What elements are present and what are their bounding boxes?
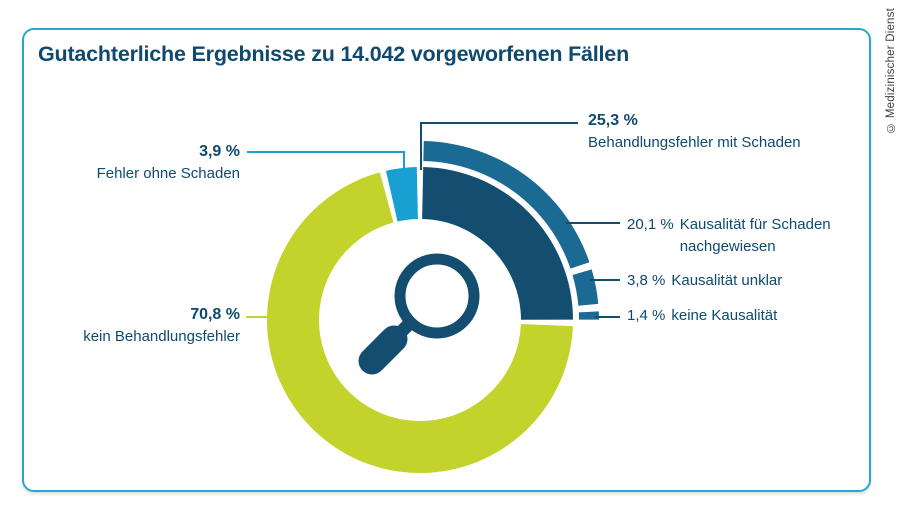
fehler-ohne-schaden-segment [386,167,418,222]
magnifier-handle [358,325,408,375]
callout-lines [246,122,620,318]
kausalitaet-fuer-schaden-nachgewiesen-segment [423,141,590,269]
callout-keine-kausalitaet: 1,4 % keine Kausalität [627,305,777,327]
label-behandlungsfehler-mit-schaden: Behandlungsfehler mit Schaden [588,134,801,151]
kausalitaet-unklar-segment [572,269,599,306]
callout-line-fehler-ohne-schaden [247,151,405,175]
label-fehler-ohne-schaden: Fehler ohne Schaden [96,165,240,182]
callout-kausalitaet-nachgewiesen: 20,1 % Kausalität für Schaden nachgewies… [627,214,858,258]
percent-kausalitaet-nachgewiesen: 20,1 % [627,216,674,233]
kein-behandlungsfehler-segment [267,172,573,473]
label-kausalitaet-unklar: Kausalität unklar [671,272,783,289]
keine-kausalitaet-segment [578,311,599,320]
callout-behandlungsfehler-mit-schaden: 25,3 % Behandlungsfehler mit Schaden [588,110,801,154]
percent-fehler-ohne-schaden: 3,9 % [199,143,240,160]
percent-kausalitaet-unklar: 3,8 % [627,272,666,289]
donut-arcs [267,141,599,473]
callout-fehler-ohne-schaden: 3,9 % Fehler ohne Schaden [97,141,240,185]
copyright-notice: © Medizinischer Dienst [885,8,897,134]
callout-line-behandlungsfehler-mit-schaden [420,122,578,170]
label-kausalitaet-nachgewiesen: Kausalität für Schaden nachgewiesen [679,216,831,255]
percent-keine-kausalitaet: 1,4 % [627,307,666,324]
label-keine-kausalitaet: keine Kausalität [671,307,778,324]
page-title: Gutachterliche Ergebnisse zu 14.042 vorg… [38,42,629,66]
percent-kein-behandlungsfehler: 70,8 % [190,306,240,323]
magnifier-lens [394,253,480,339]
label-kein-behandlungsfehler: kein Behandlungsfehler [83,328,240,345]
callout-kein-behandlungsfehler: 70,8 % kein Behandlungsfehler [83,304,240,348]
percent-behandlungsfehler-mit-schaden: 25,3 % [588,112,638,129]
magnifier-icon [358,253,480,375]
callout-kausalitaet-unklar: 3,8 % Kausalität unklar [627,270,782,292]
behandlungsfehler-mit-schaden-segment [422,167,573,320]
